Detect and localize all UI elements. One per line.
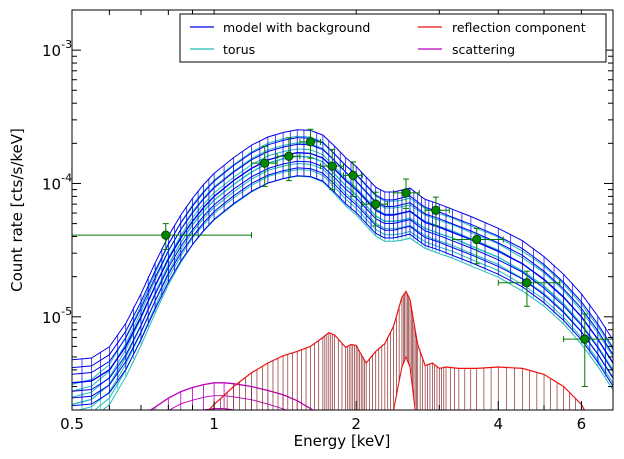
model-line <box>72 143 613 375</box>
y-axis-title: Count rate [cts/s/keV] <box>8 128 26 292</box>
reflection-region <box>207 290 586 410</box>
y-tick-label: 10-5 <box>42 305 72 327</box>
legend-label-torus: torus <box>223 42 255 57</box>
data-point <box>472 234 482 245</box>
data-points <box>72 128 613 388</box>
scattering-lower <box>201 408 237 410</box>
x-tick-label: 2 <box>351 415 361 433</box>
legend: model with background reflection compone… <box>179 13 607 63</box>
reflection-upper <box>207 290 586 410</box>
x-axis-title: Energy [keV] <box>294 432 391 450</box>
data-point <box>580 334 590 344</box>
data-point <box>401 188 411 198</box>
legend-label-reflection: reflection component <box>452 20 586 35</box>
torus-line <box>72 155 613 406</box>
data-point <box>284 151 294 161</box>
x-tick-label: 1 <box>209 415 219 433</box>
torus-band <box>72 135 613 410</box>
data-point <box>305 137 316 147</box>
legend-label-scattering: scattering <box>452 42 515 57</box>
model-line <box>72 129 613 361</box>
data-point <box>260 158 270 168</box>
plot-frame <box>71 9 614 411</box>
plot-area <box>72 128 613 410</box>
data-point <box>161 230 171 240</box>
torus-line <box>102 175 613 410</box>
legend-box <box>179 13 607 63</box>
y-tick-label: 10-3 <box>42 38 72 60</box>
y-tick-label: 10-4 <box>42 171 72 193</box>
data-point <box>327 161 337 171</box>
legend-label-model: model with background <box>223 20 370 35</box>
torus-line <box>72 135 613 385</box>
axes: 0.5 1 2 4 6 10-5 10-4 10-3 <box>42 9 614 433</box>
data-point <box>348 170 358 180</box>
data-point <box>371 199 381 209</box>
x-tick-label: 0.5 <box>60 415 84 433</box>
model-band <box>72 129 613 407</box>
data-point <box>522 278 532 288</box>
x-tick-label: 6 <box>577 415 587 433</box>
model-line <box>72 175 613 407</box>
model-line <box>72 137 613 369</box>
x-tick-label: 4 <box>494 415 504 433</box>
data-point <box>431 205 441 215</box>
